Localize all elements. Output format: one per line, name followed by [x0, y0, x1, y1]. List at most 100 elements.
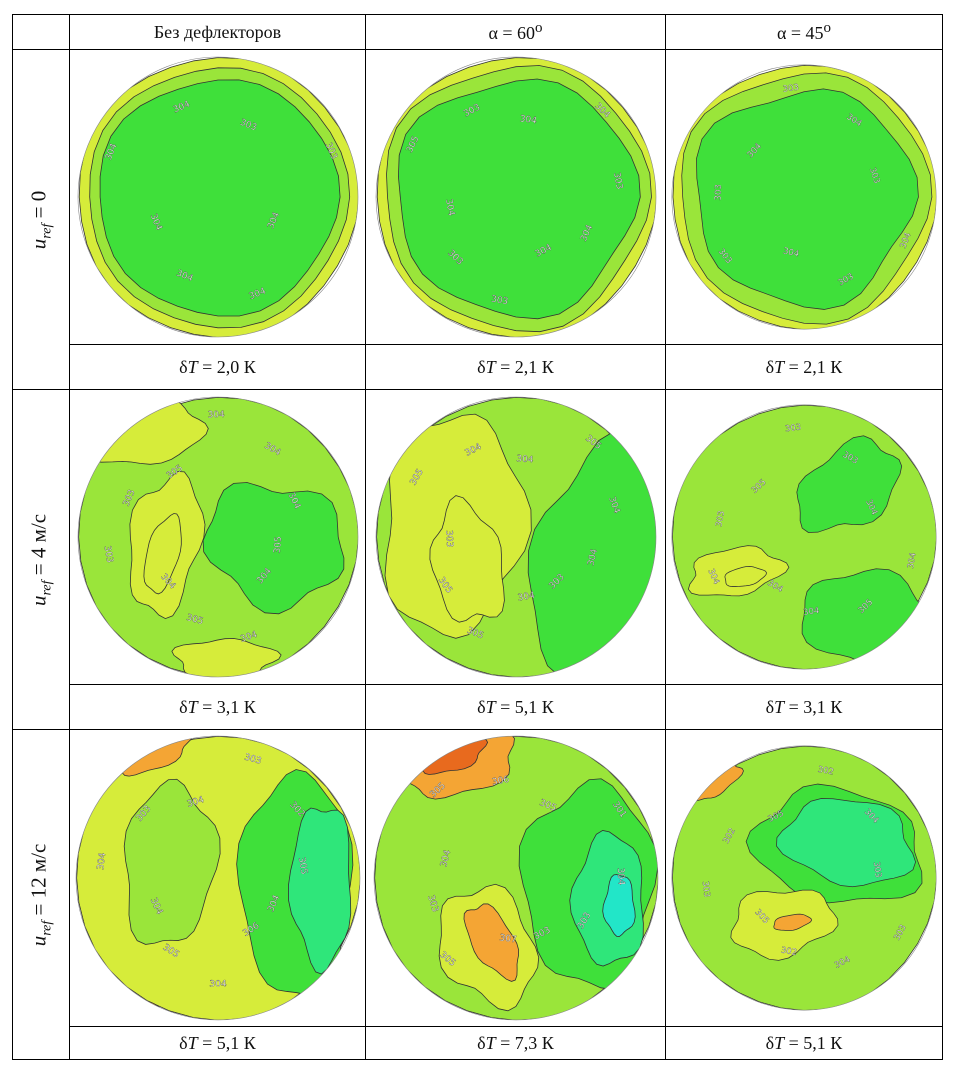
row-label-uref-12: uref = 12 м/с	[12, 729, 70, 1060]
delta-t-label: δT = 5,1 К	[69, 1026, 366, 1060]
contour-label: 303	[785, 423, 802, 435]
contour-field	[78, 57, 358, 337]
delta-t-label: δT = 3,1 К	[665, 684, 943, 730]
delta-t-label: δT = 2,1 К	[665, 344, 943, 390]
row-uref-12-images: uref = 12 м/с 306 304 305 304 304 303 304 303 30…	[12, 729, 943, 1060]
contour-region	[202, 482, 344, 615]
contour-label: 302	[817, 765, 835, 778]
plot-boundary	[75, 735, 360, 1021]
contour-region	[776, 798, 916, 888]
contour-label: 305	[272, 536, 283, 554]
contour-plot-cell: 304 304 305 304 303 303 305 304 304 304 305	[69, 389, 366, 685]
contour-region	[724, 565, 767, 587]
contour-plot-cell: 305 303 302 305 302 304 303 303 304 302	[665, 729, 943, 1027]
plot-boundary	[373, 735, 658, 1021]
contour-label: 302	[780, 946, 798, 958]
contour-label: 303	[243, 753, 263, 767]
delta-t-label: δT = 2,1 К	[365, 344, 666, 390]
plot-boundary	[375, 396, 656, 678]
contour-label: 305	[185, 613, 204, 627]
delta-t-label: δT = 5,1 К	[365, 684, 666, 730]
contour-field	[672, 745, 937, 1011]
contour-region	[601, 874, 636, 937]
contour-field	[672, 404, 937, 670]
contour-label: 303	[700, 881, 712, 898]
contour-plot-cell: 304 304 304 304 304 304 303 303	[69, 49, 366, 345]
contour-label: 303	[714, 184, 725, 201]
contour-region	[796, 435, 903, 533]
header-alpha-45: α = 45o	[665, 14, 943, 50]
contour-label: 307	[498, 933, 517, 945]
row-label-uref-0: uref = 0	[12, 49, 70, 390]
figure-caption-fragment	[0, 0, 954, 15]
contour-label: 303	[490, 295, 509, 308]
contour-field	[77, 397, 358, 677]
header-row: Без дефлекторов α = 60o α = 45o	[12, 14, 943, 50]
contour-region	[463, 903, 519, 982]
results-table: Без дефлекторов α = 60o α = 45o uref = 0…	[12, 14, 943, 1060]
contour-label: 304	[782, 246, 800, 259]
contour-label: 304	[614, 868, 625, 886]
row-uref-0-images: uref = 0 304 304 304 304 304 304 303 303 304 303…	[12, 49, 943, 390]
contour-label: 304	[803, 606, 820, 618]
header-alpha-60: α = 60o	[365, 14, 666, 50]
contour-field	[672, 65, 937, 330]
contour-region	[287, 807, 351, 975]
delta-t-label: δT = 5,1 К	[665, 1026, 943, 1060]
contour-label: 304	[439, 849, 453, 869]
contour-region	[99, 79, 341, 317]
contour-label: 304	[906, 552, 919, 570]
contour-label: 305	[295, 856, 308, 875]
contour-label: 304	[518, 114, 537, 126]
contour-label: 304	[207, 410, 225, 421]
contour-label: 304	[96, 852, 108, 871]
contour-label: 303	[871, 861, 883, 878]
contour-label: 304	[515, 454, 533, 465]
contour-plot-cell: 304 303 303 304 303 304 303 304 303	[665, 49, 943, 345]
contour-region	[773, 913, 812, 931]
contour-plot-cell: 307 305 303 304 305 306 305 301 304 303 303	[365, 729, 666, 1027]
contour-region	[428, 495, 505, 623]
header-no-deflectors: Без дефлекторов	[69, 14, 366, 50]
plot-boundary	[671, 745, 937, 1011]
contour-label: 304	[443, 198, 456, 217]
row-label-uref-4: uref = 4 м/с	[12, 389, 70, 730]
contour-plot-cell: 304 303 303 304 305 303 304 304 303 304	[365, 49, 666, 345]
plot-boundary	[77, 56, 358, 338]
delta-t-label: δT = 7,3 К	[365, 1026, 666, 1060]
contour-region	[142, 513, 182, 595]
contour-region	[696, 88, 919, 310]
delta-t-label: δT = 2,0 К	[69, 344, 366, 390]
contour-plot-cell: 304 305 305 303 305 304 304 305 304 304 303	[365, 389, 666, 685]
contour-label: 303	[714, 510, 727, 528]
contour-label: 304	[209, 980, 227, 990]
contour-region	[123, 778, 221, 945]
contour-label: 303	[782, 83, 799, 95]
row-uref-0-captions: δT = 2,0 К δT = 2,1 К δT = 2,1 К	[13, 344, 943, 390]
plot-boundary	[77, 396, 358, 678]
contour-label: 303	[101, 545, 114, 564]
contour-plot-cell: 304 304 303 305 303 303 304 304 305 304	[665, 389, 943, 685]
contour-field	[373, 736, 658, 1020]
row-uref-4-captions: δT = 3,1 К δT = 5,1 К δT = 3,1 К	[13, 684, 943, 730]
plot-boundary	[671, 404, 937, 670]
contour-label: 306	[491, 775, 510, 788]
contour-label: 303	[611, 172, 624, 191]
contour-field	[376, 57, 656, 337]
contour-region	[170, 638, 282, 677]
contour-label: 304	[517, 591, 536, 604]
plot-boundary	[375, 56, 656, 338]
corner-cell	[12, 14, 70, 50]
row-uref-4-images: uref = 4 м/с 304 304 305 304 303 303 305 304 304…	[12, 389, 943, 730]
contour-label: 304	[586, 548, 600, 567]
contour-region	[397, 78, 641, 320]
